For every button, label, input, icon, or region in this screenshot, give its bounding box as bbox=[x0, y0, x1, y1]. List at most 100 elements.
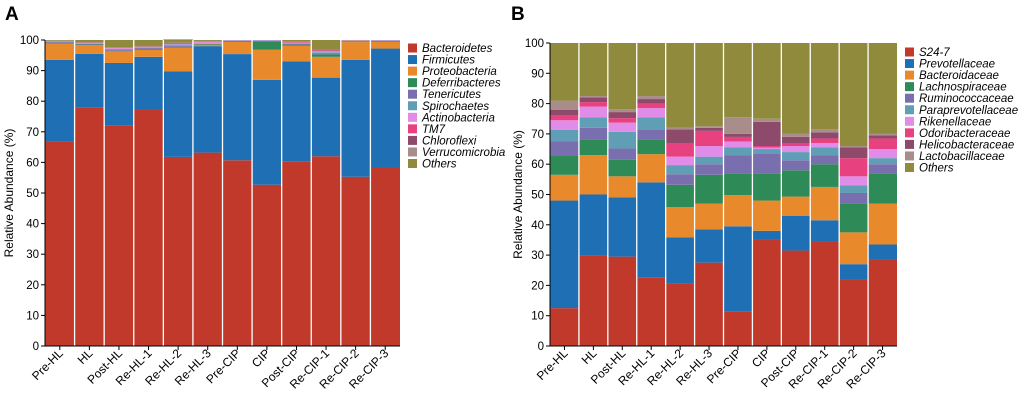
bar-segment-re-cip-1-others bbox=[810, 43, 840, 130]
legend-swatch-firmicutes bbox=[408, 55, 417, 65]
bar-segment-hl-prevotellaceae bbox=[578, 194, 608, 256]
bar-segment-re-cip-1-tm7 bbox=[311, 50, 341, 52]
bar-segment-hl-rikenellaceae bbox=[578, 106, 608, 118]
bar-segment-cip-lactobacillaceae bbox=[752, 118, 782, 122]
bar-segment-post-cip-spirochaetes bbox=[281, 43, 312, 44]
bar-segment-pre-hl-prevotellaceae bbox=[550, 200, 579, 309]
bar-segment-cip-bacteroidaceae bbox=[752, 200, 782, 231]
legend-label-actinobacteria: Actinobacteria bbox=[421, 112, 495, 124]
bar-segment-re-cip-1-proteobacteria bbox=[311, 56, 341, 78]
bar-segment-pre-cip-bacteroidetes bbox=[222, 160, 253, 346]
bar-segment-hl-lactobacillaceae bbox=[578, 96, 608, 98]
bar-segment-re-hl-2-deferribacteres bbox=[163, 46, 193, 48]
bar-segment-re-cip-2-s24-7 bbox=[839, 279, 869, 346]
bar-segment-hl-bacteroidaceae bbox=[578, 155, 608, 195]
bar-segment-post-hl-paraprevotellaceae bbox=[607, 131, 637, 149]
bar-segment-re-hl-2-spirochaetes bbox=[163, 44, 193, 46]
bar-segment-post-hl-firmicutes bbox=[104, 62, 134, 126]
bar-segment-re-cip-3-ruminococcaceae bbox=[868, 164, 897, 174]
bar-segment-post-hl-tm7 bbox=[104, 47, 134, 49]
legend-swatch-helicobacteraceae bbox=[905, 139, 914, 149]
bar-segment-re-cip-1-actinobacteria bbox=[311, 51, 341, 53]
legend-label-bacteroidaceae: Bacteroidaceae bbox=[919, 70, 999, 82]
bar-segment-re-cip-2-helicobacteraceae bbox=[839, 147, 869, 159]
bar-segment-re-hl-3-lachnospiraceae bbox=[694, 174, 724, 204]
bar-segment-cip-helicobacteraceae bbox=[752, 121, 782, 147]
legend-label-others: Others bbox=[422, 159, 457, 171]
bar-segment-hl-proteobacteria bbox=[74, 45, 105, 54]
bar-segment-re-cip-1-s24-7 bbox=[810, 241, 840, 346]
bar-segment-re-hl-2-lachnospiraceae bbox=[665, 184, 695, 208]
bar-segment-re-hl-3-bacteroidaceae bbox=[694, 203, 724, 230]
legend-label-lactobacillaceae: Lactobacillaceae bbox=[919, 151, 1005, 163]
legend-swatch-chloroflexi bbox=[408, 135, 417, 145]
legend-swatch-tenericutes bbox=[408, 89, 417, 99]
bar-segment-re-cip-1-bacteroidetes bbox=[311, 156, 341, 346]
bar-segment-hl-ruminococcaceae bbox=[578, 127, 608, 140]
bar-segment-re-cip-1-bacteroidaceae bbox=[810, 186, 840, 221]
bar-segment-post-cip-firmicutes bbox=[281, 61, 312, 162]
bar-segment-pre-hl-s24-7 bbox=[550, 308, 579, 347]
bar-segment-re-cip-3-proteobacteria bbox=[370, 41, 400, 49]
bar-segment-pre-cip-others bbox=[723, 43, 753, 118]
bar-segment-re-hl-1-odoribacteraceae bbox=[636, 103, 666, 109]
bar-segment-pre-cip-paraprevotellaceae bbox=[723, 147, 753, 156]
legend-label-firmicutes: Firmicutes bbox=[422, 55, 475, 67]
bar-segment-re-hl-1-rikenellaceae bbox=[636, 108, 666, 118]
bar-segment-re-cip-3-lachnospiraceae bbox=[868, 173, 897, 204]
bar-segment-post-cip-deferribacteres bbox=[281, 44, 312, 46]
legend-swatch-actinobacteria bbox=[408, 112, 417, 122]
bar-segment-cip-firmicutes bbox=[252, 79, 282, 185]
y-tick-label: 50 bbox=[26, 188, 39, 200]
bar-segment-pre-hl-proteobacteria bbox=[45, 43, 75, 60]
bar-segment-post-cip-proteobacteria bbox=[281, 45, 312, 62]
bar-segment-re-cip-1-paraprevotellaceae bbox=[810, 147, 840, 156]
bar-segment-re-cip-2-firmicutes bbox=[340, 59, 371, 177]
x-tick-label-hl: HL bbox=[75, 346, 96, 367]
bar-segment-pre-hl-rikenellaceae bbox=[550, 120, 579, 130]
bar-segment-pre-hl-bacteroidetes bbox=[45, 141, 75, 346]
bar-segment-hl-deferribacteres bbox=[74, 44, 105, 46]
bar-segment-re-cip-3-bacteroidetes bbox=[370, 166, 400, 346]
bar-segment-post-hl-deferribacteres bbox=[104, 50, 134, 52]
bar-segment-post-hl-others bbox=[104, 40, 134, 48]
bar-segment-pre-cip-ruminococcaceae bbox=[723, 155, 753, 174]
bar-segment-post-cip-others bbox=[281, 40, 312, 42]
bar-segment-pre-cip-helicobacteraceae bbox=[723, 133, 753, 137]
bar-segment-re-hl-3-ruminococcaceae bbox=[694, 164, 724, 175]
bar-segment-re-hl-1-bacteroidaceae bbox=[636, 154, 666, 183]
bar-segment-re-hl-2-rikenellaceae bbox=[665, 156, 695, 166]
legend-label-deferribacteres: Deferribacteres bbox=[422, 78, 501, 90]
bar-segment-re-cip-3-odoribacteraceae bbox=[868, 138, 897, 150]
bar-segment-post-cip-ruminococcaceae bbox=[781, 160, 811, 171]
legend-swatch-proteobacteria bbox=[408, 66, 417, 76]
bar-segment-pre-cip-bacteroidaceae bbox=[723, 195, 753, 227]
bar-segment-re-hl-3-lactobacillaceae bbox=[694, 126, 724, 128]
bar-segment-re-hl-3-others bbox=[694, 43, 724, 127]
bar-segment-re-hl-2-others bbox=[665, 43, 695, 128]
bar-segment-cip-ruminococcaceae bbox=[752, 153, 782, 174]
y-tick-label: 100 bbox=[525, 38, 544, 50]
legend-swatch-odoribacteraceae bbox=[905, 128, 914, 138]
legend-label-s24-7: S24-7 bbox=[919, 47, 950, 59]
bar-segment-pre-hl-firmicutes bbox=[45, 59, 75, 142]
bar-segment-re-hl-2-odoribacteraceae bbox=[665, 142, 695, 157]
bar-segment-re-cip-1-odoribacteraceae bbox=[810, 138, 840, 143]
bar-segment-cip-s24-7 bbox=[752, 239, 782, 346]
bar-segment-re-cip-1-tenericutes bbox=[311, 53, 341, 55]
bar-segment-re-cip-2-bacteroidaceae bbox=[839, 232, 869, 265]
y-tick-label: 40 bbox=[26, 219, 39, 231]
bar-segment-cip-proteobacteria bbox=[252, 49, 282, 80]
bar-segment-pre-cip-odoribacteraceae bbox=[723, 136, 753, 142]
bar-segment-pre-hl-odoribacteraceae bbox=[550, 115, 579, 121]
legend: BacteroidetesFirmicutesProteobacteriaDef… bbox=[408, 43, 505, 171]
bar-segment-re-hl-2-prevotellaceae bbox=[665, 237, 695, 284]
y-tick-label: 10 bbox=[531, 311, 544, 323]
bar-segment-re-hl-1-proteobacteria bbox=[133, 49, 164, 57]
bar-segment-re-hl-2-tm7 bbox=[163, 43, 193, 44]
legend-swatch-others bbox=[905, 163, 914, 172]
bar-segment-re-cip-1-lachnospiraceae bbox=[810, 164, 840, 187]
legend-swatch-prevotellaceae bbox=[905, 59, 914, 69]
